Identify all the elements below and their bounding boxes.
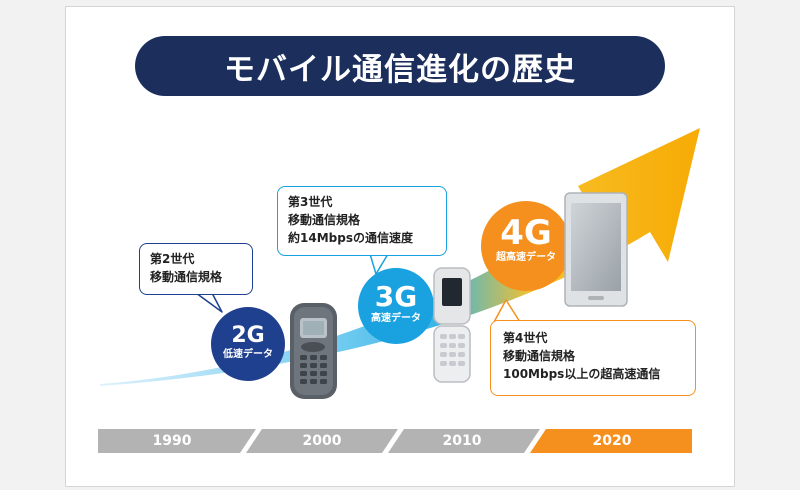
- timeline-seg-2010: [388, 429, 540, 453]
- timeline-year-2020: 2020: [592, 433, 632, 449]
- gen-4g-sub: 超高速データ: [496, 252, 556, 263]
- callout-2g-line-2: 移動通信規格: [150, 270, 223, 284]
- callout-4g: 第4世代 移動通信規格 100Mbps以上の超高速通信: [490, 320, 696, 396]
- timeline-year-1990: 1990: [152, 433, 192, 449]
- feature-phone-icon: [290, 303, 337, 399]
- callout-3g: 第3世代 移動通信規格 約14Mbpsの通信速度: [277, 186, 447, 256]
- callout-3g-line-2: 移動通信規格: [288, 213, 361, 227]
- timeline-year-2010: 2010: [442, 433, 482, 449]
- gen-4g-title: 4G: [500, 213, 552, 253]
- timeline-year-2000: 2000: [302, 433, 342, 449]
- callout-2g-tail: [195, 292, 223, 313]
- page-title: モバイル通信進化の歴史: [224, 51, 576, 88]
- title-banner: モバイル通信進化の歴史: [135, 36, 665, 96]
- gen-4g-circle: [481, 201, 571, 291]
- callout-2g-line-1: 第2世代: [150, 252, 195, 266]
- gen-3g-label: 3G 高速データ: [358, 283, 434, 325]
- timeline-bar: [98, 429, 692, 453]
- gen-2g-circle: [211, 307, 285, 381]
- timeline-seg-2020: [530, 429, 692, 453]
- gen-2g-label: 2G 低速データ: [211, 325, 285, 361]
- timeline-seg-1990: [98, 429, 256, 453]
- callout-4g-line-1: 第4世代: [503, 331, 548, 345]
- callout-3g-line-1: 第3世代: [288, 195, 333, 209]
- gen-3g-circle: [358, 268, 434, 344]
- flip-phone-icon: [433, 267, 471, 383]
- smartphone-icon: [564, 192, 628, 307]
- timeline-seg-2000: [246, 429, 398, 453]
- callout-4g-line-2: 移動通信規格: [503, 349, 576, 363]
- callout-3g-line-3: 約14Mbpsの通信速度: [288, 231, 413, 245]
- callout-2g: 第2世代 移動通信規格: [139, 243, 253, 295]
- gen-3g-sub: 高速データ: [371, 313, 421, 324]
- gen-3g-title: 3G: [374, 280, 418, 313]
- gen-2g-sub: 低速データ: [223, 349, 273, 360]
- gen-4g-label: 4G 超高速データ: [481, 216, 571, 264]
- callout-4g-line-3: 100Mbps以上の超高速通信: [503, 367, 661, 381]
- gen-2g-title: 2G: [231, 323, 265, 348]
